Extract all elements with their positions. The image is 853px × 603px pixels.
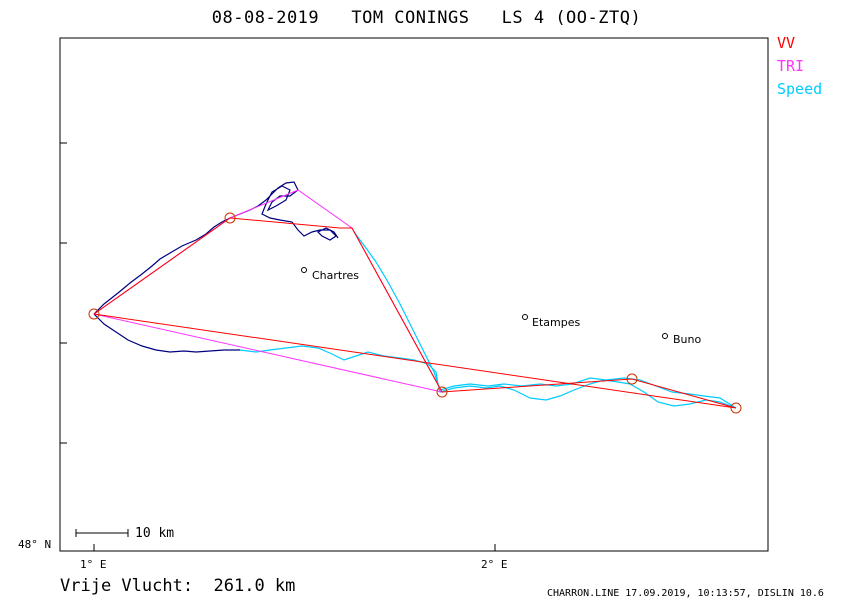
place-markers: [301, 267, 668, 339]
place-etampes: Etampes: [532, 316, 581, 329]
tri-route: [93, 189, 443, 393]
track-dark: [93, 181, 339, 315]
legend-vv: VV: [777, 34, 796, 52]
place-chartres: Chartres: [312, 269, 360, 282]
turnpoints: [88, 212, 742, 414]
track-speed: [239, 231, 737, 409]
footer-info: CHARRON.LINE 17.09.2019, 10:13:57, DISLI…: [547, 588, 824, 599]
chart-title: 08-08-2019 TOM CONINGS LS 4 (OO-ZTQ): [211, 8, 642, 28]
distance-label: Vrije Vlucht: 261.0 km: [60, 576, 296, 596]
map-frame: [59, 37, 769, 552]
track-dark-south: [93, 313, 240, 353]
left-ticks: [60, 142, 67, 444]
legend-tri: TRI: [777, 57, 805, 75]
legend-speed: Speed: [777, 80, 823, 98]
scale-label: 10 km: [135, 526, 175, 541]
lon-label-2: 2° E: [481, 558, 508, 571]
bottom-ticks: [93, 544, 496, 551]
lon-label-1: 1° E: [80, 558, 107, 571]
vv-route: [93, 217, 737, 409]
scale-bar: [75, 529, 129, 537]
lat-label: 48° N: [18, 538, 52, 551]
place-buno: Buno: [673, 333, 702, 346]
